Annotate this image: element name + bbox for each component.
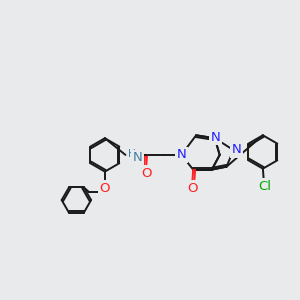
Text: O: O — [100, 182, 110, 195]
Text: N: N — [132, 152, 142, 164]
Text: N: N — [211, 131, 220, 144]
Text: Cl: Cl — [258, 180, 271, 193]
Text: O: O — [141, 167, 151, 180]
Text: O: O — [187, 182, 197, 195]
Text: N: N — [176, 148, 186, 161]
Text: H: H — [128, 149, 136, 159]
Text: N: N — [232, 143, 241, 157]
